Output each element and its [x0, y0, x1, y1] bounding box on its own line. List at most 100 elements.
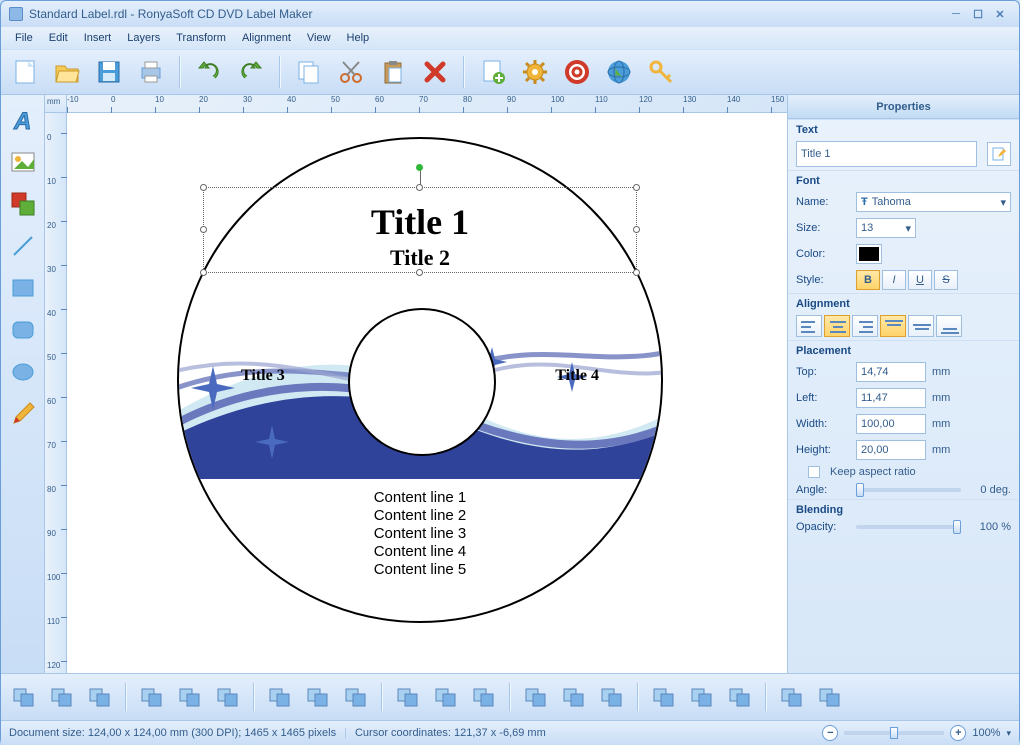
front-button[interactable] — [83, 680, 117, 714]
menu-insert[interactable]: Insert — [76, 30, 120, 46]
italic-button[interactable]: I — [882, 270, 906, 290]
align-l-button[interactable] — [557, 680, 591, 714]
rotate-l-button[interactable] — [391, 680, 425, 714]
same-w-button[interactable] — [813, 680, 847, 714]
properties-header: Properties — [788, 95, 1019, 119]
menu-file[interactable]: File — [7, 30, 41, 46]
height-input[interactable]: 20,00 — [856, 440, 926, 460]
underline-button[interactable]: U — [908, 270, 932, 290]
bold-button[interactable]: B — [856, 270, 880, 290]
align-t-button[interactable] — [685, 680, 719, 714]
menu-edit[interactable]: Edit — [41, 30, 76, 46]
selection-box[interactable] — [203, 187, 637, 273]
left-input[interactable]: 11,47 — [856, 388, 926, 408]
align-top-button[interactable] — [880, 315, 906, 337]
page-add-button[interactable] — [475, 54, 511, 90]
resize-handle[interactable] — [200, 226, 207, 233]
width-input[interactable]: 100,00 — [856, 414, 926, 434]
resize-handle[interactable] — [633, 226, 640, 233]
minimize-button[interactable]: ─ — [945, 5, 967, 23]
angle-label: Angle: — [796, 484, 850, 496]
back-button[interactable] — [135, 680, 169, 714]
settings-button[interactable] — [517, 54, 553, 90]
menu-alignment[interactable]: Alignment — [234, 30, 299, 46]
align-r-button[interactable] — [647, 680, 681, 714]
close-button[interactable]: ✕ — [989, 5, 1011, 23]
align-m-button[interactable] — [723, 680, 757, 714]
save-button[interactable] — [91, 54, 127, 90]
text-value-input[interactable]: Title 1 — [796, 141, 977, 167]
line-tool[interactable] — [6, 229, 40, 263]
align-left-button[interactable] — [796, 315, 822, 337]
resize-handle[interactable] — [200, 184, 207, 191]
resize-handle[interactable] — [633, 184, 640, 191]
align-bottom-button[interactable] — [936, 315, 962, 337]
flip-h-button[interactable] — [467, 680, 501, 714]
dist-v-button[interactable] — [339, 680, 373, 714]
rotation-handle[interactable] — [416, 164, 423, 171]
strike-button[interactable]: S — [934, 270, 958, 290]
backward-button[interactable] — [211, 680, 245, 714]
top-input[interactable]: 14,74 — [856, 362, 926, 382]
rect-tool[interactable] — [6, 271, 40, 305]
group-button[interactable] — [7, 680, 41, 714]
new-button[interactable] — [7, 54, 43, 90]
font-name-select[interactable]: ŦTahoma▾ — [856, 192, 1011, 212]
zoom-dropdown[interactable]: ▾ — [1006, 728, 1011, 739]
align-middle-button[interactable] — [908, 315, 934, 337]
section-blending: Blending — [788, 499, 1019, 518]
align-c-button[interactable] — [595, 680, 629, 714]
help-button[interactable] — [559, 54, 595, 90]
delete-button[interactable] — [417, 54, 453, 90]
keep-ratio-checkbox[interactable] — [808, 466, 820, 478]
opacity-slider[interactable] — [856, 525, 961, 529]
web-button[interactable] — [601, 54, 637, 90]
resize-handle[interactable] — [416, 184, 423, 191]
dist-h-button[interactable] — [301, 680, 335, 714]
flip-v-button[interactable] — [519, 680, 553, 714]
forward-button[interactable] — [173, 680, 207, 714]
canvas[interactable]: Title 1 Title 2 Title 3 Title 4 Content … — [67, 113, 787, 673]
disc-title-4[interactable]: Title 4 — [555, 367, 599, 385]
align-b-button[interactable] — [775, 680, 809, 714]
open-button[interactable] — [49, 54, 85, 90]
roundrect-tool[interactable] — [6, 313, 40, 347]
disc-title-3[interactable]: Title 3 — [241, 367, 285, 385]
resize-handle[interactable] — [416, 269, 423, 276]
resize-handle[interactable] — [633, 269, 640, 276]
edit-text-button[interactable] — [987, 142, 1011, 166]
zoom-in-button[interactable]: + — [950, 725, 966, 741]
ruler-unit: mm — [45, 95, 67, 113]
cut-button[interactable] — [333, 54, 369, 90]
align-right-button[interactable] — [852, 315, 878, 337]
rotate-r-button[interactable] — [429, 680, 463, 714]
ellipse-tool[interactable] — [6, 355, 40, 389]
pencil-tool[interactable] — [6, 397, 40, 431]
key-button[interactable] — [643, 54, 679, 90]
resize-handle[interactable] — [200, 269, 207, 276]
zoom-out-button[interactable]: − — [822, 725, 838, 741]
menu-layers[interactable]: Layers — [119, 30, 168, 46]
zoom-slider[interactable] — [844, 731, 944, 735]
paste-button[interactable] — [375, 54, 411, 90]
center-h-button[interactable] — [263, 680, 297, 714]
menu-help[interactable]: Help — [339, 30, 378, 46]
font-size-select[interactable]: 13▾ — [856, 218, 916, 238]
undo-button[interactable] — [191, 54, 227, 90]
image-tool[interactable] — [6, 145, 40, 179]
align-center-button[interactable] — [824, 315, 850, 337]
maximize-button[interactable]: ☐ — [967, 5, 989, 23]
copy-button[interactable] — [291, 54, 327, 90]
menu-view[interactable]: View — [299, 30, 339, 46]
angle-slider[interactable] — [856, 488, 961, 492]
print-button[interactable] — [133, 54, 169, 90]
status-bar: Document size: 124,00 x 124,00 mm (300 D… — [1, 721, 1019, 745]
redo-button[interactable] — [233, 54, 269, 90]
clipart-tool[interactable] — [6, 187, 40, 221]
text-tool[interactable]: A — [6, 103, 40, 137]
disc-content-lines[interactable]: Content line 1Content line 2Content line… — [179, 489, 661, 579]
ruler-vertical: 0102030405060708090100110120 — [45, 113, 67, 673]
ungroup-button[interactable] — [45, 680, 79, 714]
font-color-picker[interactable] — [856, 244, 882, 264]
menu-transform[interactable]: Transform — [168, 30, 234, 46]
